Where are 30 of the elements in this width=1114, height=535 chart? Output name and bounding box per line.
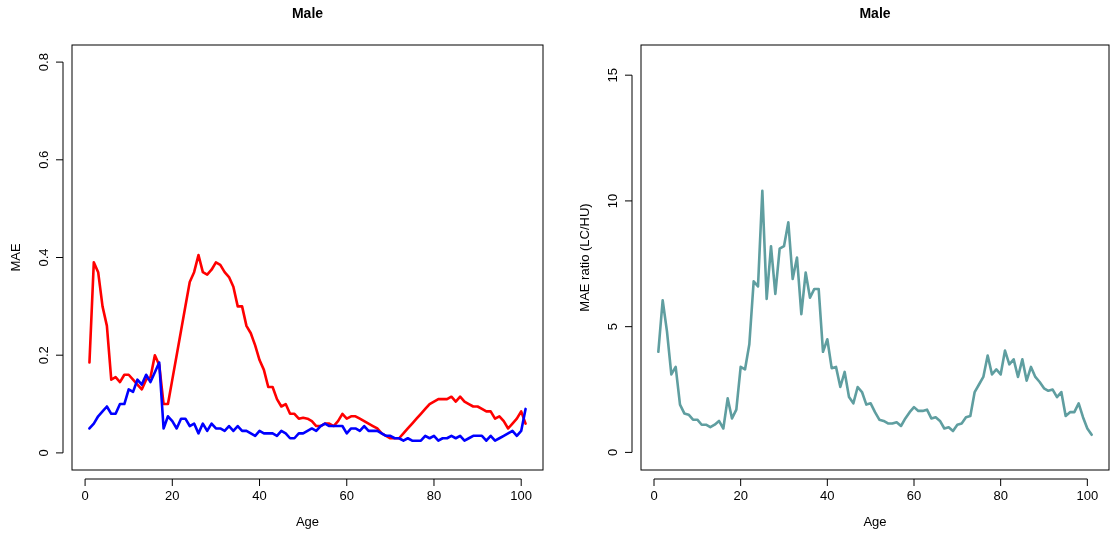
y-tick-label: 15 [605,67,621,83]
y-tick-label: 0.6 [36,150,52,169]
y-tick-label: 0 [36,449,52,457]
x-tick-label: 80 [993,488,1008,504]
line-series [657,189,1093,437]
x-tick-label: 0 [650,488,658,504]
x-tick-label: 60 [339,488,354,504]
chart-title: Male [291,4,324,21]
x-tick-label: 100 [1076,488,1099,504]
y-tick-label: 10 [605,193,621,209]
y-tick-label: 5 [605,323,621,331]
x-axis-title: Age [863,514,887,530]
y-axis-title: MAE ratio (LC/HU) [577,203,593,312]
x-tick-label: 20 [733,488,748,504]
y-tick-label: 0.4 [36,248,52,267]
x-tick-label: 20 [165,488,180,504]
y-tick-label: 0.8 [36,53,52,72]
y-tick-label: 0.2 [36,346,52,365]
line-series [88,361,527,442]
x-tick-label: 0 [81,488,89,504]
x-tick-label: 60 [906,488,922,504]
x-tick-label: 40 [252,488,267,504]
x-tick-label: 80 [426,488,442,504]
x-axis-title: Age [295,514,320,530]
line-series [88,253,527,440]
x-tick-label: 100 [510,488,533,504]
y-tick-label: 0 [605,448,621,457]
chart-title: Male [859,4,891,21]
y-axis-title: MAE [8,243,24,272]
x-tick-label: 40 [820,488,835,504]
